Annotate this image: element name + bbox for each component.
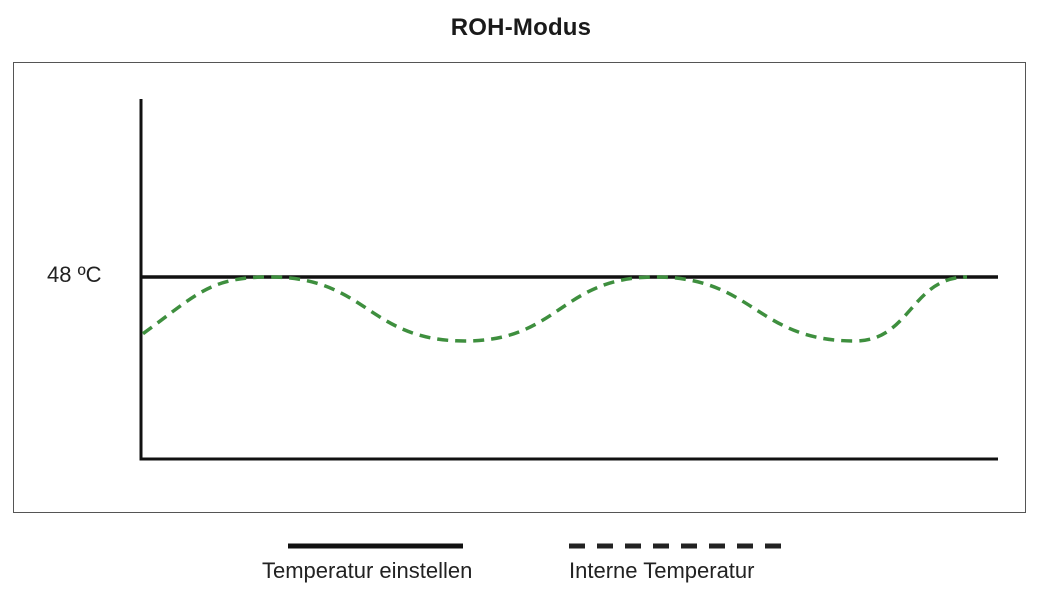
chart-title: ROH-Modus xyxy=(450,14,592,41)
y-tick-label-48: 48 ºC xyxy=(47,262,102,287)
legend-swatch-solid xyxy=(288,543,463,549)
internal-temperature-line xyxy=(141,275,968,343)
legend-label-set-temperature: Temperatur einstellen xyxy=(262,558,473,583)
chart-frame xyxy=(13,62,1026,513)
legend-swatch-dashed xyxy=(569,543,787,549)
legend-label-internal-temperature: Interne Temperatur xyxy=(569,558,755,583)
